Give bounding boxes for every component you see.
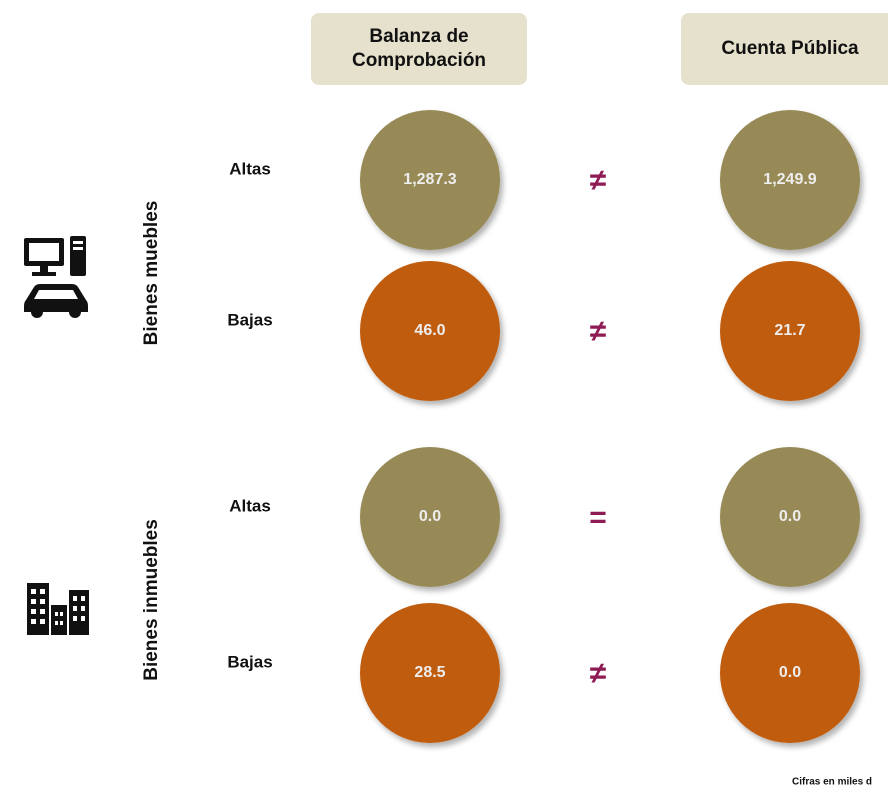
value-circle [360, 447, 500, 587]
row-label: Altas [229, 496, 271, 515]
relation-sign: = [589, 501, 607, 534]
value-circle [360, 603, 500, 743]
value-circle [360, 261, 500, 401]
value-text: 1,249.9 [763, 171, 816, 188]
buildings-icon [27, 583, 89, 635]
value-text: 21.7 [774, 322, 805, 339]
group-label: Bienes muebles [141, 201, 162, 346]
relation-sign: ≠ [590, 657, 607, 690]
row-label: Bajas [227, 310, 272, 329]
computer-car-icon [24, 236, 88, 318]
header-text: Cuenta Pública [721, 38, 859, 59]
header-text: Balanza de [369, 26, 468, 47]
value-text: 0.0 [419, 508, 441, 525]
value-circle [720, 447, 860, 587]
footnote: Cifras en miles d [792, 777, 872, 788]
value-circle [720, 261, 860, 401]
row-label: Bajas [227, 652, 272, 671]
value-circle [720, 110, 860, 250]
value-circle [720, 603, 860, 743]
row-label: Altas [229, 159, 271, 178]
value-circle [360, 110, 500, 250]
value-text: 46.0 [414, 322, 445, 339]
header-text: Comprobación [352, 50, 486, 71]
value-text: 0.0 [779, 664, 801, 681]
relation-sign: ≠ [590, 315, 607, 348]
group-label: Bienes inmuebles [141, 519, 162, 681]
value-text: 28.5 [414, 664, 445, 681]
header-box [311, 13, 527, 85]
header-box [681, 13, 888, 85]
relation-sign: ≠ [590, 164, 607, 197]
value-text: 0.0 [779, 508, 801, 525]
value-text: 1,287.3 [403, 171, 456, 188]
